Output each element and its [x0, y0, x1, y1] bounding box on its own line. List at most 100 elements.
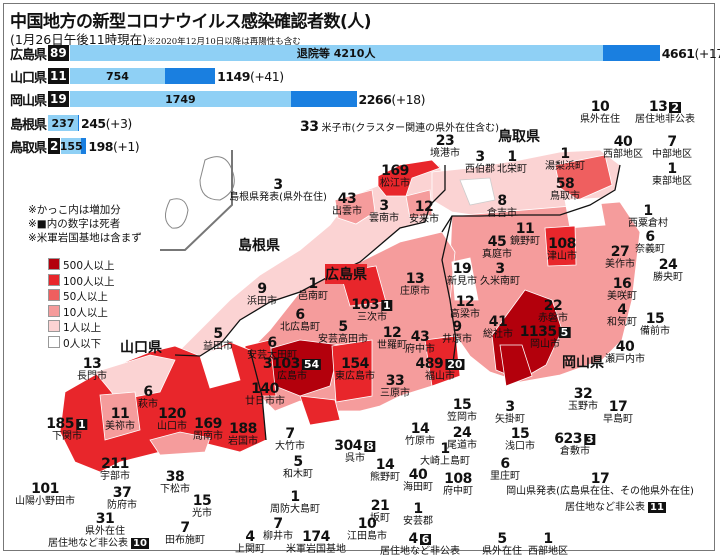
area-name: 出雲市 — [332, 206, 362, 217]
legend-item: 1人以上 — [48, 320, 115, 336]
area-name: 勝央町 — [653, 272, 683, 283]
map-label: 33 三原市 — [380, 372, 410, 399]
case-count: 40 — [408, 467, 428, 483]
map-label: 10 県外在住 — [580, 98, 620, 125]
map-label: 120 山口市 — [157, 405, 187, 432]
bar-row: 鳥取県 2 155 198(+1) — [10, 137, 140, 156]
case-count: 7 — [180, 520, 190, 536]
region-kurashiki — [499, 344, 533, 387]
increase-value: (+18) — [391, 91, 425, 107]
case-count: 12 — [382, 325, 402, 341]
prefecture-name: 鳥取県 — [10, 140, 47, 156]
area-name: 安芸太田町 — [247, 350, 297, 361]
legend-swatch — [48, 289, 60, 301]
map-label: 7 柳井市 — [263, 515, 293, 542]
case-count: 12 — [414, 199, 434, 215]
prefecture-label-hiroshima: 広島県 — [325, 264, 367, 284]
map-label: 1 西部地区 — [528, 530, 568, 557]
area-name: 早島町 — [603, 414, 633, 425]
case-count: 23 — [435, 133, 455, 149]
map-label: 6 北広島町 — [280, 306, 320, 333]
case-count: 5 — [338, 319, 348, 335]
region-izumo — [334, 189, 376, 225]
total-count: 198(+1) — [88, 139, 139, 154]
legend-label: 100人以上 — [63, 275, 115, 288]
area-name: 岩国市 — [228, 436, 258, 447]
case-count: 3 — [495, 261, 505, 277]
area-name: 美作市 — [605, 259, 635, 270]
area-name: 周防大島町 — [270, 504, 320, 515]
map-label: 1135 5 岡山市 — [520, 323, 571, 350]
case-count: 14 — [410, 421, 430, 437]
case-count: 15 — [192, 493, 212, 509]
map-label: 8 倉吉市 — [487, 192, 517, 219]
bar-row: 島根県 237 245(+3) — [10, 114, 133, 133]
death-count-badge: 2 — [48, 138, 61, 154]
map-label: 169 松江市 — [380, 162, 410, 189]
map-label: 19 新見市 — [447, 260, 477, 287]
active-segment — [165, 68, 216, 84]
area-name: 呉市 — [344, 453, 365, 464]
case-count: 15 — [645, 311, 665, 327]
case-count: 1 — [440, 441, 450, 457]
area-name: 尾道市 — [447, 440, 477, 451]
area-name: 萩市 — [138, 399, 158, 410]
map-label: 185 1 下関市 — [46, 415, 88, 442]
map-label: 11 鏡野町 — [510, 220, 540, 247]
note: ※かっこ内は増加分 — [28, 204, 121, 216]
area-name: 雲南市 — [369, 213, 399, 224]
area-name: 中部地区 — [652, 149, 692, 160]
area-name: 玉野市 — [568, 401, 598, 412]
increase-value: (+17) — [694, 45, 720, 61]
active-segment — [78, 115, 79, 131]
case-count: 10 — [357, 516, 377, 532]
case-count: 10 — [590, 99, 610, 115]
area-name: 備前市 — [640, 326, 670, 337]
area-name: 竹原市 — [405, 436, 435, 447]
prefecture-name: 広島県 — [10, 47, 47, 63]
case-count: 31 — [95, 511, 115, 527]
map-label: 17 岡山県発表(広島県在住、その他県外在住) — [506, 470, 694, 497]
region-yasugi — [405, 189, 433, 219]
case-count: 1135 — [519, 324, 557, 340]
case-count: 211 — [101, 456, 129, 472]
undisclosed-text: 居住地など非公表 — [565, 502, 645, 513]
case-count: 623 — [554, 431, 583, 447]
map-label: 7 田布施町 — [165, 519, 205, 546]
legend-swatch — [48, 320, 60, 332]
case-count: 174 — [302, 529, 330, 545]
map-label: 40 西部地区 — [603, 133, 643, 160]
legend: 500人以上 100人以上 50人以上 10人以上 1人以上 0人以下 — [48, 258, 115, 351]
area-name: 県外在住 — [482, 546, 522, 557]
area-name: 美咲町 — [607, 291, 637, 302]
case-count: 1 — [543, 531, 553, 547]
death-count-badge: 6 — [419, 533, 432, 546]
area-name: 西部地区 — [528, 546, 568, 557]
death-count-badge: 19 — [48, 91, 69, 107]
case-count: 1 — [643, 203, 653, 219]
map-label: 13 2 居住地非公表 — [635, 98, 695, 125]
area-name: 江田島市 — [347, 531, 387, 542]
case-count: 40 — [613, 134, 633, 150]
area-name: 鳥取市 — [550, 191, 580, 202]
case-count: 4 — [617, 302, 627, 318]
case-count: 43 — [337, 191, 357, 207]
map-label: 3 西伯郡 — [465, 148, 495, 175]
map-label: 140 廿日市市 — [245, 380, 285, 407]
recovered-label: 155 — [59, 139, 83, 153]
legend-swatch — [48, 273, 60, 286]
map-label: 24 勝央町 — [653, 256, 683, 283]
case-count: 1 — [507, 149, 517, 165]
case-count: 17 — [608, 399, 628, 415]
map-label: 14 竹原市 — [405, 420, 435, 447]
map-label: 13 庄原市 — [400, 270, 430, 297]
case-count: 7 — [667, 134, 677, 150]
figure-frame — [3, 3, 715, 551]
map-label: 103 1 三次市 — [351, 296, 393, 323]
case-bar: 237 — [48, 115, 79, 131]
map-label: 23 境港市 — [430, 132, 460, 159]
case-count: 3103 — [262, 356, 300, 372]
map-label: 14 熊野町 — [370, 456, 400, 483]
increase-value: (+3) — [105, 115, 133, 131]
